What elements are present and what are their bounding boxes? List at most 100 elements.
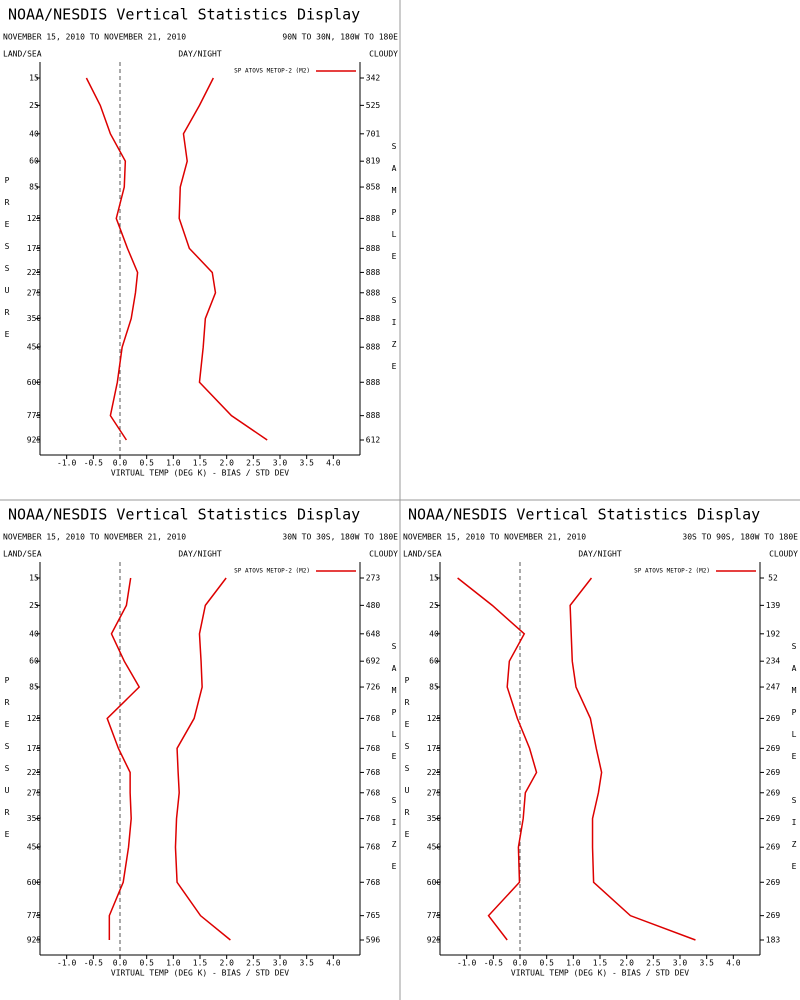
sample-size: 648 bbox=[366, 629, 381, 638]
y-tick-label: 225 bbox=[427, 768, 442, 777]
sample-size: 888 bbox=[366, 314, 381, 323]
x-tick-label: 3.5 bbox=[299, 959, 314, 968]
x-tick-label: -0.5 bbox=[84, 459, 103, 468]
panel: NOAA/NESDIS Vertical Statistics Display N… bbox=[3, 6, 399, 478]
x-tick-label: 1.5 bbox=[193, 959, 208, 968]
y-tick-label: 25 bbox=[29, 601, 39, 610]
x-tick-label: 2.5 bbox=[246, 459, 261, 468]
x-tick-label: -0.5 bbox=[484, 959, 503, 968]
x-tick-label: 3.0 bbox=[273, 459, 288, 468]
sample-size: 765 bbox=[366, 911, 381, 920]
y-tick-label: 350 bbox=[27, 314, 42, 323]
x-tick-label: 1.0 bbox=[566, 959, 581, 968]
region: 30S TO 90S, 180W TO 180E bbox=[682, 533, 798, 542]
sample-size: 888 bbox=[366, 214, 381, 223]
y-axis-label: PRESSURE bbox=[403, 676, 412, 852]
y-tick-label: 225 bbox=[27, 768, 42, 777]
profile-line bbox=[174, 577, 231, 941]
y-tick-label: 175 bbox=[27, 744, 42, 753]
sample-size: 596 bbox=[366, 936, 381, 945]
y-tick-label: 350 bbox=[427, 814, 442, 823]
x-tick-label: -1.0 bbox=[457, 959, 476, 968]
profile-line bbox=[85, 77, 139, 441]
x-tick-label: 2.0 bbox=[619, 959, 634, 968]
y-tick-label: 15 bbox=[29, 574, 39, 583]
x-tick-label: 4.0 bbox=[726, 959, 741, 968]
header: DAY/NIGHT bbox=[178, 50, 222, 59]
y-tick-label: 450 bbox=[427, 843, 442, 852]
y-tick-label: 925 bbox=[27, 436, 42, 445]
date-range: NOVEMBER 15, 2010 TO NOVEMBER 21, 2010 bbox=[403, 533, 586, 542]
profile-line bbox=[569, 577, 696, 941]
y-tick-label: 15 bbox=[429, 574, 439, 583]
sample-size: 269 bbox=[766, 788, 781, 797]
sample-size: 269 bbox=[766, 878, 781, 887]
y-tick-label: 275 bbox=[27, 288, 42, 297]
y-tick-label: 350 bbox=[27, 814, 42, 823]
x-tick-label: 4.0 bbox=[326, 459, 341, 468]
sample-size: 52 bbox=[768, 574, 778, 583]
x-axis-label: VIRTUAL TEMP (DEG K) - BIAS / STD DEV bbox=[511, 969, 689, 978]
x-tick-label: 0.5 bbox=[539, 959, 554, 968]
panel: NOAA/NESDIS Vertical Statistics Display N… bbox=[403, 506, 799, 978]
header: CLOUDY bbox=[369, 550, 398, 559]
sample-size: 612 bbox=[366, 436, 381, 445]
sample-size: 888 bbox=[366, 244, 381, 253]
sample-size: 234 bbox=[766, 657, 781, 666]
x-tick-label: -0.5 bbox=[84, 959, 103, 968]
sample-size: 269 bbox=[766, 814, 781, 823]
sample-size: 139 bbox=[766, 601, 781, 610]
sample-size: 768 bbox=[366, 714, 381, 723]
y-tick-label: 25 bbox=[429, 601, 439, 610]
legend-label: SP ATOVS METOP-2 (M2) bbox=[234, 68, 310, 75]
sample-size: 768 bbox=[366, 744, 381, 753]
y-tick-label: 25 bbox=[29, 101, 39, 110]
date-range: NOVEMBER 15, 2010 TO NOVEMBER 21, 2010 bbox=[3, 533, 186, 542]
x-axis-label: VIRTUAL TEMP (DEG K) - BIAS / STD DEV bbox=[111, 969, 289, 978]
panel-title: NOAA/NESDIS Vertical Statistics Display bbox=[408, 506, 760, 524]
sample-size: 888 bbox=[366, 411, 381, 420]
x-tick-label: 1.0 bbox=[166, 459, 181, 468]
y-tick-label: 60 bbox=[29, 657, 39, 666]
sample-size: 480 bbox=[366, 601, 381, 610]
x-tick-label: 0.0 bbox=[113, 959, 128, 968]
sample-size: 768 bbox=[366, 878, 381, 887]
y-tick-label: 450 bbox=[27, 843, 42, 852]
y-tick-label: 85 bbox=[29, 183, 39, 192]
y-tick-label: 775 bbox=[27, 911, 42, 920]
y-tick-label: 85 bbox=[29, 683, 39, 692]
x-tick-label: 2.0 bbox=[219, 959, 234, 968]
x-tick-label: 3.0 bbox=[273, 959, 288, 968]
x-tick-label: 2.0 bbox=[219, 459, 234, 468]
y-tick-label: 275 bbox=[27, 788, 42, 797]
y-tick-label: 40 bbox=[29, 629, 39, 638]
sample-size: 888 bbox=[366, 288, 381, 297]
sample-size: 525 bbox=[366, 101, 381, 110]
sample-size: 269 bbox=[766, 768, 781, 777]
x-tick-label: 2.5 bbox=[646, 959, 661, 968]
sample-size: 269 bbox=[766, 714, 781, 723]
sample-size: 342 bbox=[366, 74, 381, 83]
x-tick-label: 4.0 bbox=[326, 959, 341, 968]
y-tick-label: 85 bbox=[429, 683, 439, 692]
y-tick-label: 275 bbox=[427, 788, 442, 797]
sample-size: 247 bbox=[766, 683, 781, 692]
x-tick-label: 2.5 bbox=[246, 959, 261, 968]
sample-size: 701 bbox=[366, 129, 381, 138]
profile-line bbox=[106, 577, 141, 940]
y2-axis-label: SAMPLE SIZE bbox=[790, 642, 799, 884]
y-axis-label: PRESSURE bbox=[3, 676, 12, 852]
sample-size: 768 bbox=[366, 814, 381, 823]
header: DAY/NIGHT bbox=[178, 550, 222, 559]
sample-size: 273 bbox=[366, 574, 381, 583]
y-tick-label: 450 bbox=[27, 343, 42, 352]
x-tick-label: 0.5 bbox=[139, 959, 154, 968]
region: 30N TO 30S, 180W TO 180E bbox=[282, 533, 398, 542]
y-tick-label: 40 bbox=[429, 629, 439, 638]
y-tick-label: 225 bbox=[27, 268, 42, 277]
x-tick-label: 3.5 bbox=[699, 959, 714, 968]
y2-axis-label: SAMPLE SIZE bbox=[390, 642, 399, 884]
sample-size: 192 bbox=[766, 629, 781, 638]
header: LAND/SEA bbox=[403, 550, 442, 559]
